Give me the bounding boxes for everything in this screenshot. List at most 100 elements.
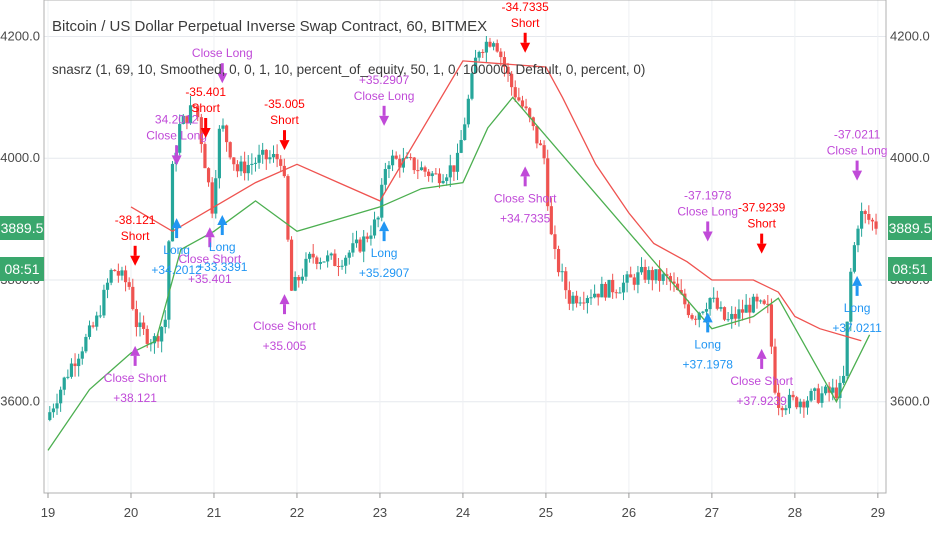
candle-body: [282, 165, 286, 177]
candle-body: [123, 270, 128, 283]
candle-body: [593, 293, 597, 298]
candle-body: [322, 261, 326, 263]
candle-body: [246, 164, 250, 174]
candle-body: [560, 271, 564, 273]
annotation-label: -37.1978: [684, 188, 732, 202]
candle-body: [235, 164, 240, 172]
candle-body: [603, 283, 608, 298]
arrow-stem: [706, 322, 710, 333]
candle-body: [253, 162, 258, 164]
candle-body: [206, 168, 211, 183]
upper-band-line: [130, 60, 862, 342]
annotation-label: +33.3391: [197, 260, 248, 274]
annotation-label: +35.401: [188, 272, 232, 286]
candle-body: [297, 277, 301, 281]
candles: [48, 35, 878, 422]
candle-body: [275, 153, 279, 160]
candle-body: [394, 155, 398, 159]
trade-annotation: Long +33.3391: [197, 215, 248, 274]
candle-body: [488, 41, 492, 47]
candle-body: [813, 388, 817, 391]
candle-body: [304, 258, 308, 277]
x-tick-label: 19: [41, 505, 55, 520]
candle-body: [347, 252, 351, 258]
candle-body: [860, 211, 864, 229]
candle-body: [239, 161, 243, 172]
candle-body: [351, 243, 355, 253]
x-axis: 19 20 21 22 23 24 25 26 27 28 29: [41, 493, 885, 520]
candle-body: [445, 177, 449, 181]
candle-body: [181, 115, 185, 125]
arrow-down-icon: [852, 170, 863, 181]
candle-body: [816, 388, 820, 403]
annotation-label: Close Short: [253, 319, 316, 333]
candle-body: [300, 276, 304, 281]
candle-body: [311, 253, 315, 258]
candle-body: [636, 272, 640, 285]
annotation-label: -37.0211: [834, 128, 881, 142]
trade-annotation: Long +37.0211: [832, 275, 882, 335]
candle-body: [755, 296, 759, 302]
candle-body: [585, 298, 590, 304]
annotation-label: -34.7335: [501, 0, 549, 14]
candle-body: [661, 274, 665, 281]
candle-body: [647, 270, 651, 280]
annotation-label: -37.9239: [738, 201, 786, 215]
indicator-label: snasrz (1, 69, 10, Smoothed, 0, 0, 1, 10…: [52, 62, 646, 77]
candle-body: [546, 158, 550, 207]
arrow-up-icon: [702, 312, 713, 323]
candle-body: [228, 142, 232, 158]
candle-body: [697, 312, 701, 320]
arrow-down-icon: [171, 155, 182, 166]
arrow-stem: [220, 225, 224, 236]
candle-body: [340, 265, 344, 267]
candle-body: [160, 327, 164, 342]
candle-body: [852, 245, 856, 272]
trade-annotation: Close Long -37.0211: [827, 128, 887, 181]
candle-body: [517, 97, 521, 101]
candle-body: [192, 105, 196, 107]
candle-body: [712, 297, 716, 299]
arrow-down-icon: [130, 255, 141, 266]
candle-body: [243, 161, 247, 174]
candle-body: [134, 309, 138, 328]
annotation-label: Long: [844, 301, 871, 315]
candle-body: [113, 269, 117, 272]
candle-body: [185, 115, 189, 124]
candle-body: [84, 336, 88, 352]
candle-body: [766, 303, 770, 305]
trade-annotation: Short -38.121: [115, 213, 156, 266]
candle-body: [477, 51, 481, 58]
candle-body: [694, 318, 698, 320]
candle-body: [733, 313, 737, 319]
candle-body: [748, 304, 752, 313]
candle-body: [614, 292, 618, 294]
trade-annotation: Close Short +35.401: [178, 227, 242, 286]
candle-body: [553, 234, 557, 250]
candle-body: [679, 290, 683, 294]
candle-body: [87, 325, 92, 337]
candle-body: [358, 239, 362, 252]
candle-body: [448, 165, 452, 178]
candle-body: [401, 158, 405, 168]
candle-body: [145, 328, 149, 344]
arrow-stem: [706, 221, 710, 232]
candle-body: [621, 282, 626, 293]
candle-body: [257, 154, 261, 163]
annotation-label: -35.401: [185, 85, 226, 99]
candle-body: [719, 307, 723, 309]
y-tick-label-right: 3600.0: [890, 394, 930, 409]
candle-body: [203, 144, 207, 169]
candle-body: [510, 73, 514, 88]
lower-band-line: [47, 96, 871, 451]
arrow-stem: [175, 228, 179, 239]
candle-body: [582, 302, 586, 304]
annotation-label: Close Long: [192, 46, 253, 60]
arrow-stem: [220, 63, 224, 74]
arrow-stem: [133, 245, 137, 256]
candle-body: [802, 401, 806, 408]
candle-body: [643, 266, 647, 280]
candle-body: [668, 276, 672, 282]
candle-body: [365, 236, 369, 239]
